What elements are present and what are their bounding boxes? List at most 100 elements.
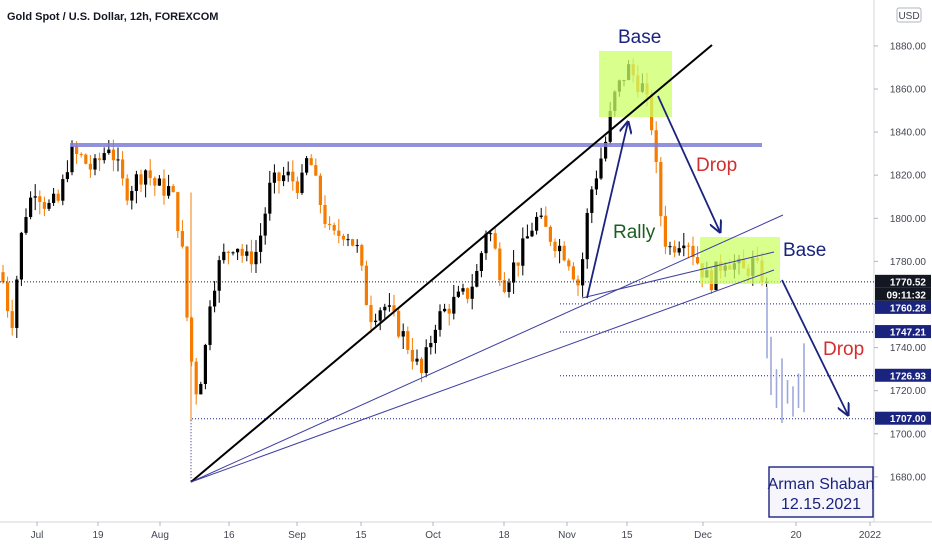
candle (130, 185, 134, 210)
candle (594, 170, 598, 196)
candle (217, 255, 221, 303)
signature-box (768, 466, 874, 518)
candle-body (548, 226, 552, 242)
candle (176, 191, 180, 238)
candle-body (682, 245, 686, 249)
candle (254, 240, 258, 273)
candle-body (314, 165, 318, 176)
candle-body (351, 239, 355, 246)
candle-body (176, 192, 180, 232)
candle (47, 199, 51, 212)
candle-body (539, 215, 543, 217)
candle-body (479, 253, 483, 272)
candle (107, 139, 111, 155)
candle (286, 161, 290, 182)
candle (1, 264, 5, 284)
candle (134, 170, 138, 204)
candle-body (512, 262, 516, 283)
candle-body (420, 358, 424, 374)
candle (10, 299, 14, 336)
price-badge-text: 1707.00 (890, 414, 927, 425)
candle (521, 227, 525, 276)
candle-body (199, 383, 203, 395)
candle-body (489, 233, 493, 235)
candle (116, 147, 120, 172)
candle (355, 239, 359, 253)
candle (548, 225, 552, 246)
candle-body (245, 251, 249, 256)
candle-body (52, 193, 56, 203)
candle (102, 147, 106, 164)
candle-body (585, 212, 589, 260)
candle (300, 164, 304, 195)
candle-body (125, 178, 129, 201)
candle-body (121, 159, 125, 179)
candle (456, 285, 460, 298)
candle (544, 206, 548, 228)
candle-body (79, 154, 83, 156)
candle-body (162, 178, 166, 196)
candle-body (318, 175, 322, 205)
candle-body (604, 141, 608, 159)
candle-body (530, 230, 534, 237)
candle (309, 154, 313, 166)
candle-body (42, 202, 46, 209)
candle-body (286, 171, 290, 176)
candle (415, 349, 419, 366)
price-badge-1747-21 (875, 325, 931, 339)
blue-trendline-short (581, 251, 775, 299)
candle (493, 226, 497, 250)
price-badge-1726-93 (875, 368, 931, 382)
y-tick-label: 1740.00 (890, 343, 927, 354)
candle (203, 343, 207, 390)
candle (378, 307, 382, 331)
candle-body (167, 186, 171, 196)
candle (162, 169, 166, 205)
candle (185, 245, 189, 322)
blue-trendline-lower (190, 269, 775, 483)
candle-body (102, 153, 106, 161)
candle-body (691, 245, 695, 258)
base-label-top: Base (618, 27, 661, 48)
candle-body (493, 233, 497, 249)
candle-body (56, 193, 60, 201)
candle (79, 152, 83, 158)
y-tick-label: 1840.00 (890, 128, 927, 139)
candle (479, 251, 483, 278)
candle (466, 287, 470, 304)
candle (167, 174, 171, 199)
y-tick-label: 1700.00 (890, 429, 927, 440)
x-tick-label: 2022 (859, 530, 882, 541)
candle-body (75, 146, 79, 155)
candle (686, 242, 690, 259)
candle (52, 187, 56, 206)
y-tick-label: 1880.00 (890, 41, 927, 52)
candle (328, 216, 332, 231)
drop-label-1: Drop (696, 155, 737, 176)
candle (61, 174, 65, 206)
candle-body (268, 182, 272, 214)
candle-body (277, 172, 281, 182)
candle-body (263, 213, 267, 236)
y-tick-label: 1860.00 (890, 85, 927, 96)
signature-name: Arman Shaban (768, 476, 875, 493)
candle (199, 381, 203, 395)
candle-body (576, 279, 580, 286)
x-tick-label: 20 (790, 530, 802, 541)
candle-body (590, 189, 594, 213)
currency-label: USD (898, 11, 919, 22)
candle (88, 154, 92, 178)
candle-body (24, 217, 28, 233)
x-tick-label: 16 (223, 530, 235, 541)
candle-body (433, 329, 437, 343)
candle (567, 258, 571, 271)
candle-body (272, 172, 276, 183)
candle (171, 183, 175, 193)
candle-body (213, 290, 217, 307)
candle (346, 233, 350, 247)
candle-body (424, 347, 428, 374)
x-tick-label: 15 (355, 530, 367, 541)
candle (512, 250, 516, 294)
candle-body (33, 196, 37, 198)
